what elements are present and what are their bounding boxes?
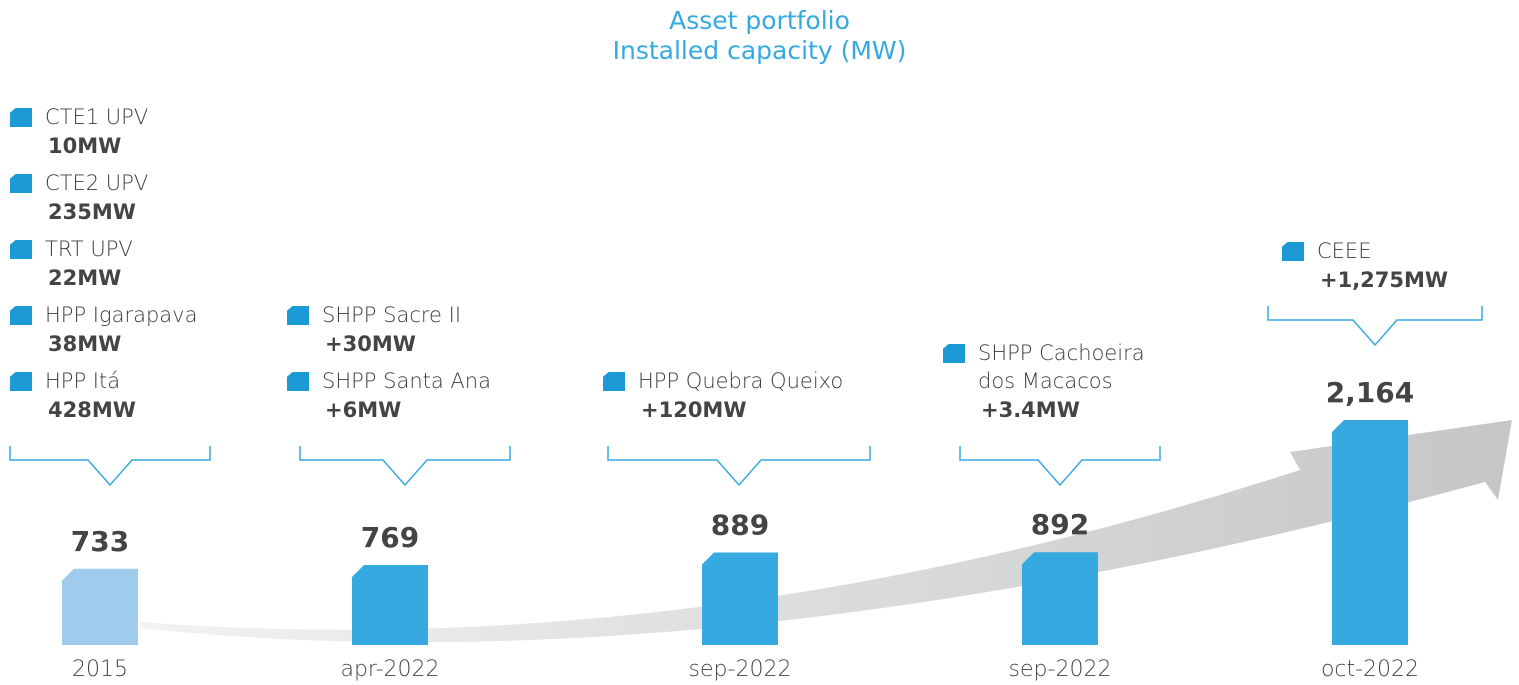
- asset-capacity: +30MW: [325, 332, 416, 356]
- annotation-item: CEEE +1,275MW: [1282, 237, 1502, 295]
- asset-name: SHPP Sacre II: [287, 301, 547, 329]
- bar: [352, 565, 428, 645]
- bar: [702, 552, 778, 645]
- value-label: 889: [711, 509, 769, 542]
- x-tick-label: sep-2022: [1009, 657, 1112, 682]
- annotation-item: SHPP Cachoeira dos Macacos +3.4MW: [943, 339, 1183, 425]
- asset-capacity: +6MW: [325, 398, 402, 422]
- bar: [1332, 419, 1408, 645]
- asset-name: SHPP Santa Ana: [287, 367, 547, 395]
- asset-capacity: 235MW: [48, 200, 136, 224]
- asset-capacity: 10MW: [48, 134, 122, 158]
- asset-name: CTE2 UPV: [10, 169, 250, 197]
- growth-arrow: [140, 420, 1512, 643]
- asset-name: HPP Itá: [10, 367, 250, 395]
- x-tick-label: oct-2022: [1321, 657, 1419, 682]
- annotation-item: HPP Quebra Queixo +120MW: [603, 367, 903, 425]
- asset-capacity: 38MW: [48, 332, 122, 356]
- annotation-item: HPP Igarapava 38MW: [10, 301, 250, 359]
- bracket: [959, 446, 1161, 487]
- value-label: 892: [1031, 508, 1089, 541]
- annotation-group: CEEE +1,275MW: [1282, 229, 1502, 295]
- asset-name: TRT UPV: [10, 235, 250, 263]
- asset-capacity: +120MW: [641, 398, 747, 422]
- bracket: [1267, 306, 1483, 347]
- annotation-item: CTE2 UPV 235MW: [10, 169, 250, 227]
- annotation-group: SHPP Sacre II +30MW SHPP Santa Ana +6MW: [287, 293, 547, 425]
- bar: [62, 568, 138, 645]
- bracket: [9, 446, 211, 487]
- asset-capacity: +3.4MW: [981, 398, 1080, 422]
- annotation-item: CTE1 UPV 10MW: [10, 103, 250, 161]
- asset-capacity: +1,275MW: [1320, 268, 1449, 292]
- annotation-group: HPP Quebra Queixo +120MW: [603, 359, 903, 425]
- annotation-item: SHPP Santa Ana +6MW: [287, 367, 547, 425]
- value-label: 733: [71, 525, 129, 558]
- asset-capacity: 428MW: [48, 398, 136, 422]
- x-tick-label: sep-2022: [689, 657, 792, 682]
- asset-name: CEEE: [1282, 237, 1502, 265]
- annotation-item: TRT UPV 22MW: [10, 235, 250, 293]
- asset-name: SHPP Cachoeira dos Macacos: [943, 339, 1183, 395]
- asset-capacity: 22MW: [48, 266, 122, 290]
- asset-name: HPP Igarapava: [10, 301, 250, 329]
- annotation-item: SHPP Sacre II +30MW: [287, 301, 547, 359]
- value-label: 2,164: [1326, 376, 1415, 409]
- x-tick-label: apr-2022: [340, 657, 439, 682]
- annotation-group: SHPP Cachoeira dos Macacos +3.4MW: [943, 331, 1183, 425]
- asset-name: CTE1 UPV: [10, 103, 250, 131]
- annotation-item: HPP Itá 428MW: [10, 367, 250, 425]
- bracket: [607, 446, 871, 487]
- bracket: [299, 446, 511, 487]
- chart-subtitle: Installed capacity (MW): [612, 36, 907, 65]
- bar: [1022, 552, 1098, 645]
- asset-name: HPP Quebra Queixo: [603, 367, 903, 395]
- value-label: 769: [361, 521, 419, 554]
- x-tick-label: 2015: [72, 657, 128, 682]
- chart-title: Asset portfolio: [669, 6, 850, 35]
- annotation-group: CTE1 UPV 10MW CTE2 UPV 235MW TRT UPV 22MW HPP …: [10, 95, 250, 425]
